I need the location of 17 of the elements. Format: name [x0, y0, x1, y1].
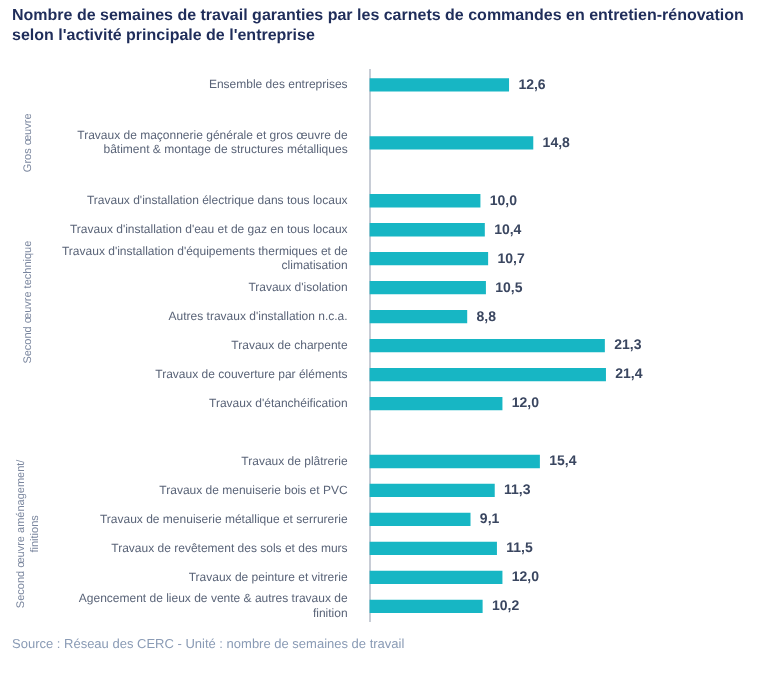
bar [369, 570, 503, 585]
chart-title: Nombre de semaines de travail garanties par les carnets de commandes en entretien-rénovation selon l'activité principale de l'entreprise [12, 6, 746, 46]
bar [369, 136, 534, 150]
bar [369, 223, 485, 237]
bar [369, 396, 503, 411]
bar [369, 309, 468, 324]
bar [369, 252, 489, 266]
bar [369, 194, 481, 208]
bar [369, 367, 606, 382]
bar [369, 281, 486, 295]
bar [369, 483, 495, 498]
bar [369, 338, 605, 353]
bar [369, 599, 483, 613]
bar [369, 454, 540, 469]
bar [369, 512, 471, 527]
bar [369, 541, 497, 556]
bar [369, 78, 510, 92]
